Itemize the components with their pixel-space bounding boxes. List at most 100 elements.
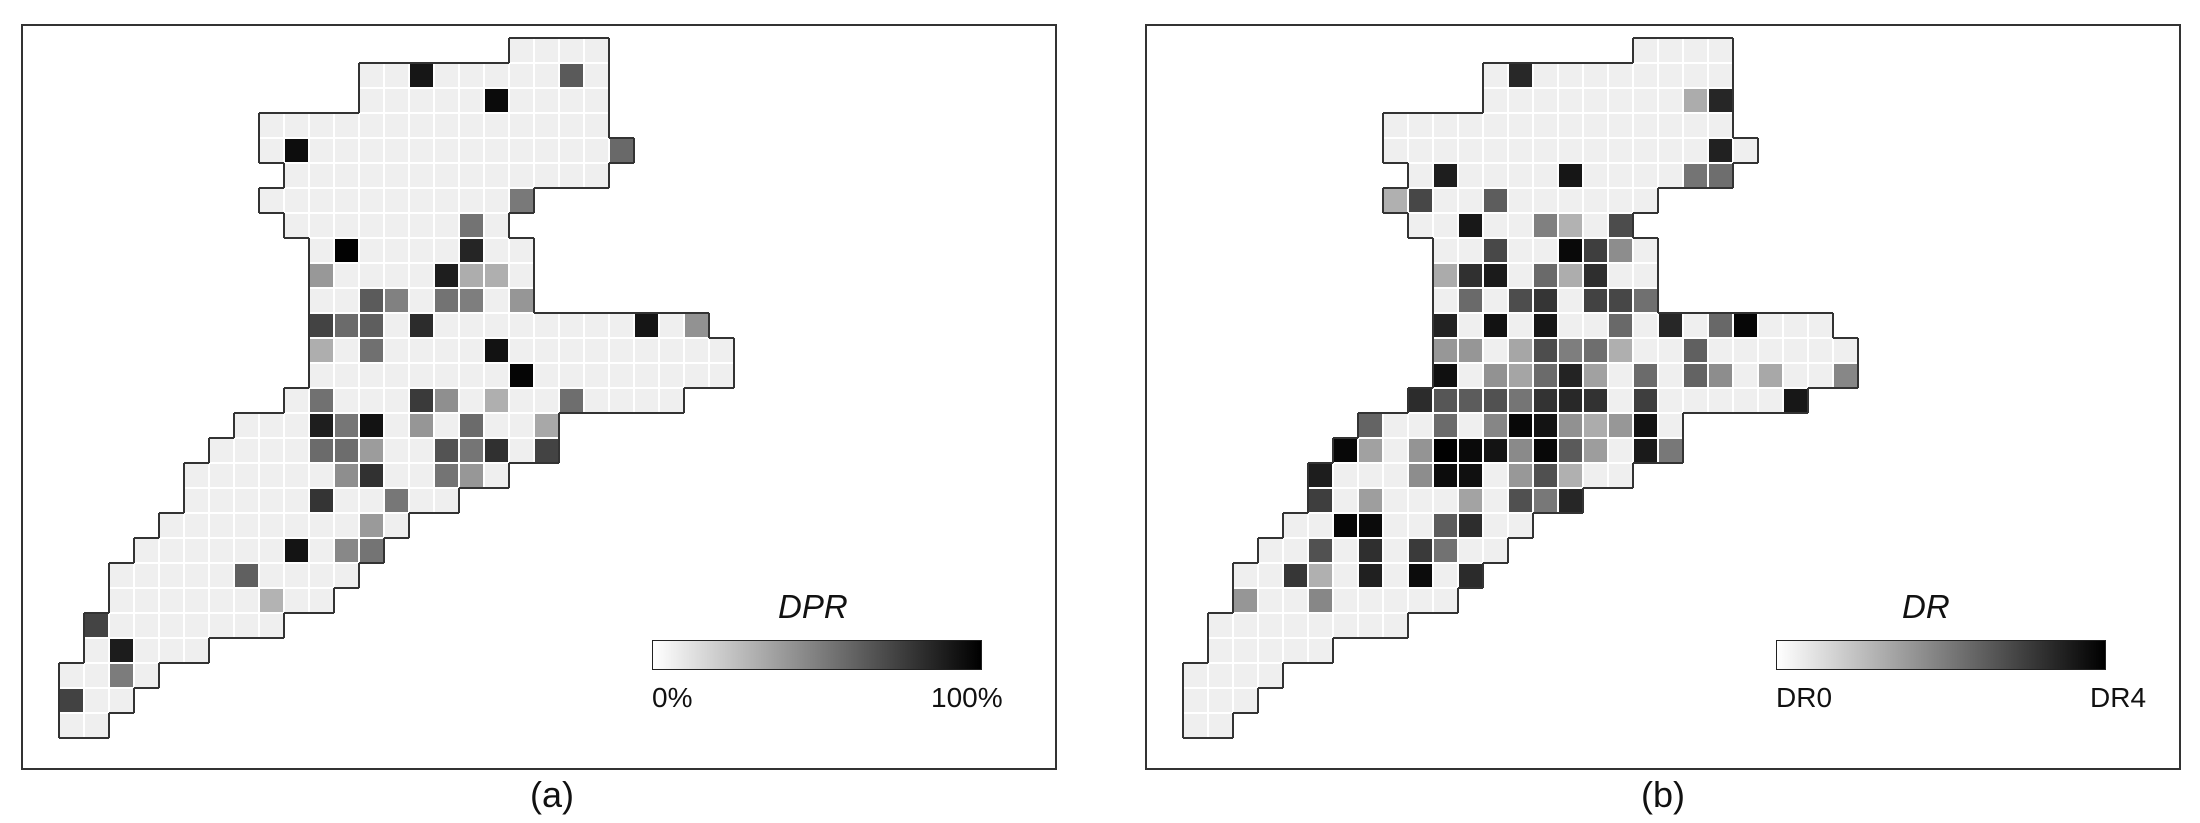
- grid-cell: [1707, 62, 1734, 89]
- grid-cell: [1682, 37, 1709, 64]
- grid-cell: [1207, 662, 1234, 689]
- grid-cell: [333, 462, 360, 489]
- grid-cell: [1632, 237, 1659, 264]
- grid-cell: [1607, 312, 1634, 339]
- grid-cell: [1407, 462, 1434, 489]
- grid-cell: [1682, 62, 1709, 89]
- grid-cell: [383, 512, 410, 539]
- grid-cell: [458, 112, 485, 139]
- grid-cell: [333, 337, 360, 364]
- grid-cell: [358, 537, 385, 564]
- grid-cell: [458, 337, 485, 364]
- grid-cell: [358, 312, 385, 339]
- grid-cell: [533, 362, 560, 389]
- grid-cell: [483, 87, 510, 114]
- grid-cell: [458, 412, 485, 439]
- legend-min-label-dpr: 0%: [652, 682, 693, 713]
- caption-b: (b): [1641, 774, 1685, 815]
- grid-cell: [1307, 512, 1334, 539]
- grid-cell: [358, 162, 385, 189]
- grid-cell: [433, 237, 460, 264]
- grid-cell: [408, 312, 435, 339]
- grid-cell: [1332, 437, 1359, 464]
- grid-cell: [1282, 512, 1309, 539]
- grid-cell: [1632, 162, 1659, 189]
- grid-cell: [483, 287, 510, 314]
- grid-cell: [683, 362, 710, 389]
- grid-cell: [1532, 62, 1559, 89]
- grid-cell: [458, 462, 485, 489]
- grid-cell: [1407, 562, 1434, 589]
- grid-cell: [1632, 62, 1659, 89]
- grid-cell: [383, 62, 410, 89]
- grid-cell: [108, 562, 135, 589]
- grid-cell: [1432, 237, 1459, 264]
- grid-cell: [58, 712, 85, 739]
- grid-cell: [533, 37, 560, 64]
- grid-cell: [558, 87, 585, 114]
- grid-cell: [383, 487, 410, 514]
- grid-cell: [1557, 62, 1584, 89]
- grid-cell: [558, 112, 585, 139]
- grid-cell: [508, 137, 535, 164]
- grid-cell: [1532, 487, 1559, 514]
- grid-cell: [1482, 187, 1509, 214]
- grid-cell: [1457, 112, 1484, 139]
- grid-cell: [1407, 487, 1434, 514]
- grid-cell: [233, 512, 260, 539]
- grid-cell: [558, 312, 585, 339]
- grid-cell: [1457, 412, 1484, 439]
- grid-cell: [283, 387, 310, 414]
- grid-cell: [1532, 137, 1559, 164]
- grid-cell: [1357, 487, 1384, 514]
- grid-cell: [1532, 362, 1559, 389]
- grid-cell: [258, 612, 285, 639]
- grid-cell: [1407, 512, 1434, 539]
- grid-cell: [658, 337, 685, 364]
- grid-cell: [508, 287, 535, 314]
- grid-cell: [408, 62, 435, 89]
- grid-cell: [583, 37, 610, 64]
- grid-cell: [1532, 387, 1559, 414]
- grid-cell: [258, 562, 285, 589]
- grid-cell: [1557, 237, 1584, 264]
- grid-cell: [1832, 362, 1859, 389]
- grid-cell: [308, 587, 335, 614]
- grid-cell: [658, 362, 685, 389]
- grid-cell: [233, 462, 260, 489]
- grid-cell: [608, 137, 635, 164]
- grid-cell: [408, 362, 435, 389]
- grid-cell: [483, 437, 510, 464]
- grid-cell: [1532, 337, 1559, 364]
- grid-cell: [258, 462, 285, 489]
- grid-cell: [1432, 587, 1459, 614]
- grid-cell: [483, 137, 510, 164]
- grid-cell: [1557, 312, 1584, 339]
- grid-cell: [483, 237, 510, 264]
- grid-cell: [158, 562, 185, 589]
- grid-cell: [358, 437, 385, 464]
- grid-cell: [1457, 362, 1484, 389]
- grid-cell: [333, 137, 360, 164]
- grid-cell: [383, 137, 410, 164]
- legend-title-dpr: DPR: [778, 588, 848, 625]
- grid-cell: [1432, 412, 1459, 439]
- grid-cell: [208, 587, 235, 614]
- grid-cell: [1582, 262, 1609, 289]
- grid-cell: [1482, 512, 1509, 539]
- grid-cell: [1682, 162, 1709, 189]
- grid-cell: [508, 37, 535, 64]
- grid-cell: [1432, 162, 1459, 189]
- grid-cell: [1407, 412, 1434, 439]
- grid-cell: [283, 212, 310, 239]
- grid-cell: [1482, 212, 1509, 239]
- grid-cell: [583, 62, 610, 89]
- grid-cell: [1657, 87, 1684, 114]
- grid-cell: [1507, 487, 1534, 514]
- map-panel-dpr: DPR 0% 100%: [21, 24, 1057, 770]
- grid-cell: [1782, 387, 1809, 414]
- grid-cell: [1632, 137, 1659, 164]
- grid-cell: [283, 562, 310, 589]
- legend-color-bar-dr: [1776, 640, 2106, 670]
- grid-cell: [1682, 112, 1709, 139]
